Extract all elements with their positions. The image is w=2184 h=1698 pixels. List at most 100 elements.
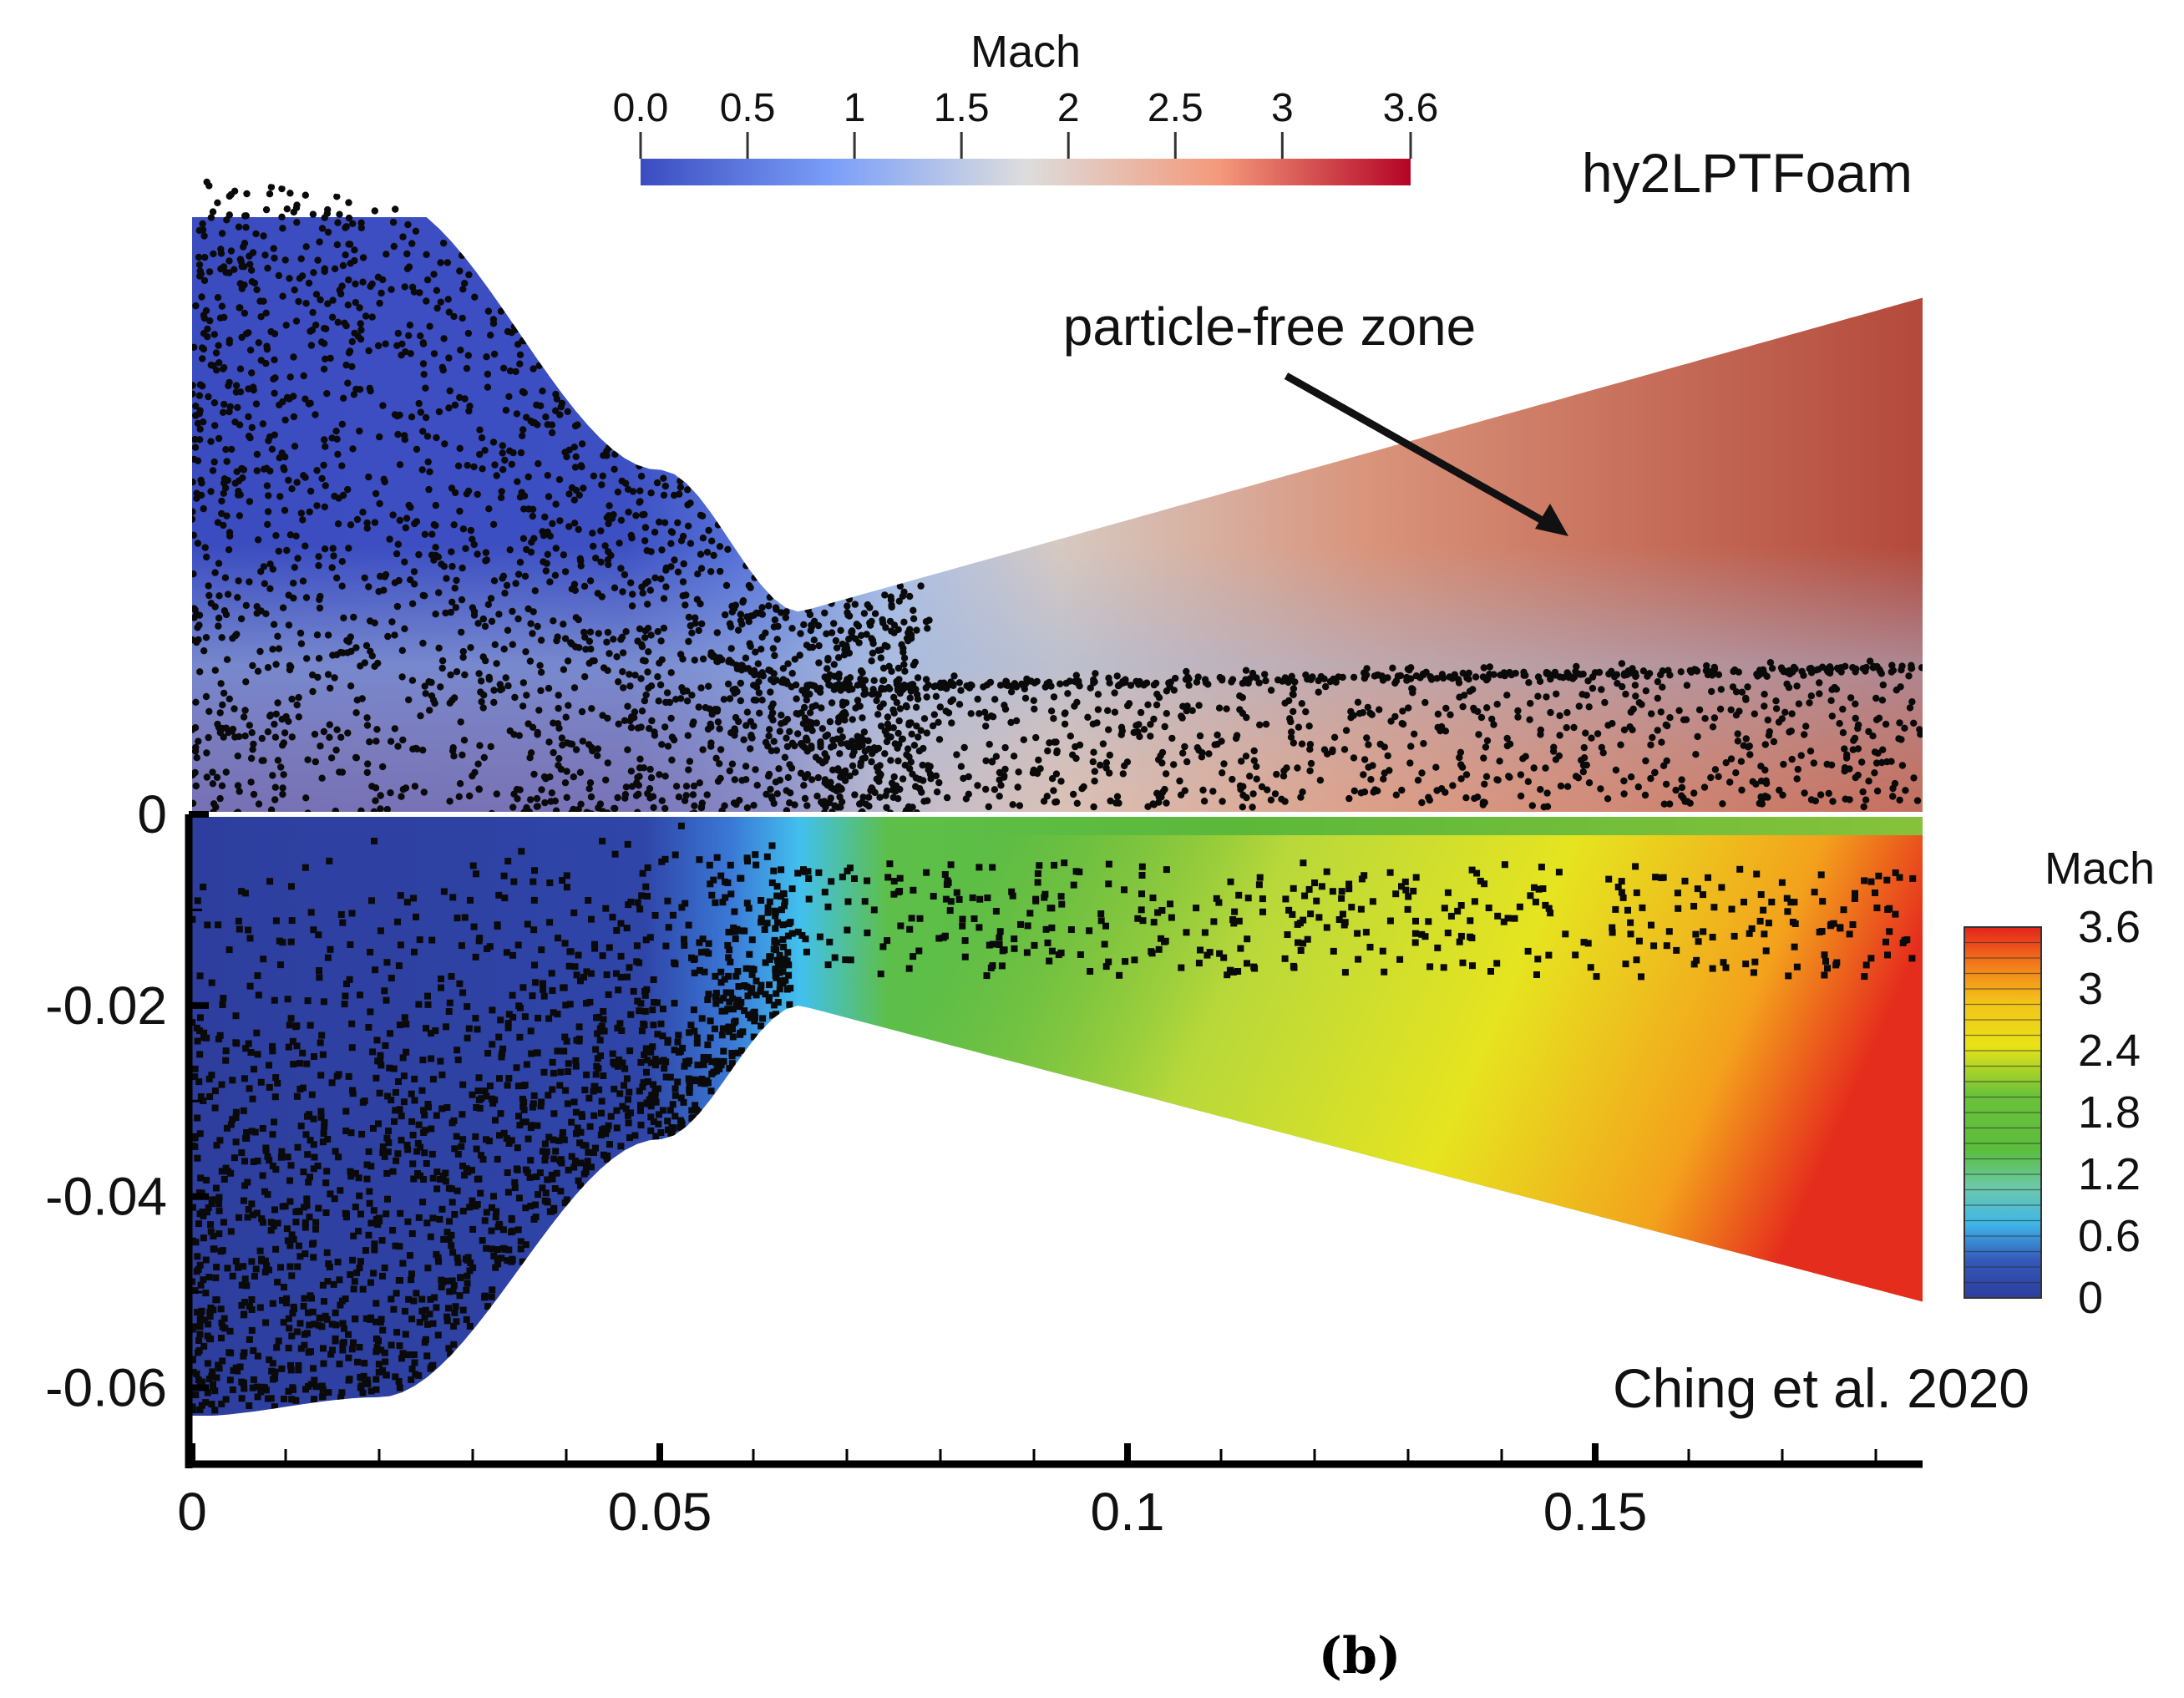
particle xyxy=(564,1068,571,1075)
particle xyxy=(1380,775,1387,783)
particle xyxy=(624,702,631,710)
particle xyxy=(457,347,464,354)
particle xyxy=(305,1178,312,1186)
particle xyxy=(196,1406,204,1413)
particle xyxy=(679,578,687,585)
particle xyxy=(1090,803,1097,811)
particle xyxy=(578,1111,585,1118)
particle xyxy=(585,1094,593,1102)
particle xyxy=(1307,676,1315,683)
particle xyxy=(1540,803,1548,811)
particle xyxy=(422,413,430,422)
particle xyxy=(263,482,271,489)
particle xyxy=(1678,776,1685,783)
particle xyxy=(378,1237,386,1244)
particle xyxy=(356,1192,363,1199)
particle xyxy=(418,1087,426,1094)
particle xyxy=(606,502,613,509)
particle xyxy=(450,312,458,321)
particle xyxy=(451,1145,459,1153)
particle xyxy=(264,520,271,529)
particle xyxy=(1651,768,1659,777)
particle xyxy=(786,799,793,807)
particle xyxy=(783,986,791,993)
particle xyxy=(717,979,725,986)
particle xyxy=(371,207,378,215)
particle xyxy=(1716,705,1725,713)
particle xyxy=(495,1033,503,1041)
particle xyxy=(1031,705,1038,713)
particle xyxy=(708,711,716,718)
particle xyxy=(241,1275,249,1283)
particle xyxy=(1709,934,1716,940)
particle xyxy=(249,1384,256,1391)
particle xyxy=(382,340,389,347)
particle xyxy=(465,407,473,415)
particle xyxy=(391,411,399,418)
particle xyxy=(1872,759,1881,767)
particle xyxy=(272,917,280,925)
particle xyxy=(262,1144,270,1152)
particle xyxy=(326,1264,333,1270)
particle xyxy=(506,367,514,375)
particle xyxy=(381,1349,388,1356)
particle xyxy=(557,1068,565,1076)
particle xyxy=(996,934,1003,941)
particle xyxy=(637,1000,645,1007)
particle xyxy=(644,601,651,608)
particle xyxy=(483,1209,490,1216)
particle xyxy=(735,983,742,991)
particle xyxy=(572,746,580,753)
particle xyxy=(1290,707,1297,716)
particle xyxy=(669,911,676,919)
particle xyxy=(256,1247,264,1254)
particle xyxy=(290,594,297,602)
particle xyxy=(516,351,524,358)
particle xyxy=(1634,783,1643,791)
particle xyxy=(269,1131,276,1138)
particle xyxy=(473,870,479,878)
particle xyxy=(195,636,202,644)
particle xyxy=(423,276,432,284)
particle xyxy=(484,1050,492,1057)
particle xyxy=(286,1021,293,1029)
particle xyxy=(1757,891,1765,898)
particle xyxy=(219,1357,226,1365)
particle xyxy=(605,1122,612,1129)
particle xyxy=(199,220,206,228)
particle xyxy=(1239,791,1247,799)
particle xyxy=(192,515,196,523)
particle xyxy=(626,682,634,690)
particle xyxy=(383,959,391,966)
particle xyxy=(288,917,296,925)
particle xyxy=(627,768,636,775)
particle xyxy=(529,505,537,513)
particle xyxy=(768,747,775,755)
particle xyxy=(240,1107,247,1114)
particle xyxy=(312,1383,320,1391)
particle xyxy=(411,1359,418,1366)
particle xyxy=(636,625,644,633)
particle xyxy=(260,955,267,963)
particle xyxy=(429,1320,437,1327)
particle xyxy=(1584,940,1592,947)
particle xyxy=(362,1378,369,1385)
particle xyxy=(572,453,580,460)
particle xyxy=(281,1396,287,1402)
particle xyxy=(696,779,703,787)
particle xyxy=(464,329,473,337)
particle xyxy=(1178,712,1185,720)
particle xyxy=(864,929,871,936)
particle xyxy=(422,1127,429,1134)
particle xyxy=(922,676,930,683)
particle xyxy=(203,1034,210,1042)
particle xyxy=(724,879,732,886)
particle xyxy=(192,1073,199,1081)
particle xyxy=(1704,671,1712,679)
particle xyxy=(225,378,233,387)
particle xyxy=(516,559,524,566)
particle xyxy=(1371,786,1379,793)
particle xyxy=(294,1143,302,1151)
particle xyxy=(258,1383,266,1391)
particle xyxy=(269,565,276,573)
